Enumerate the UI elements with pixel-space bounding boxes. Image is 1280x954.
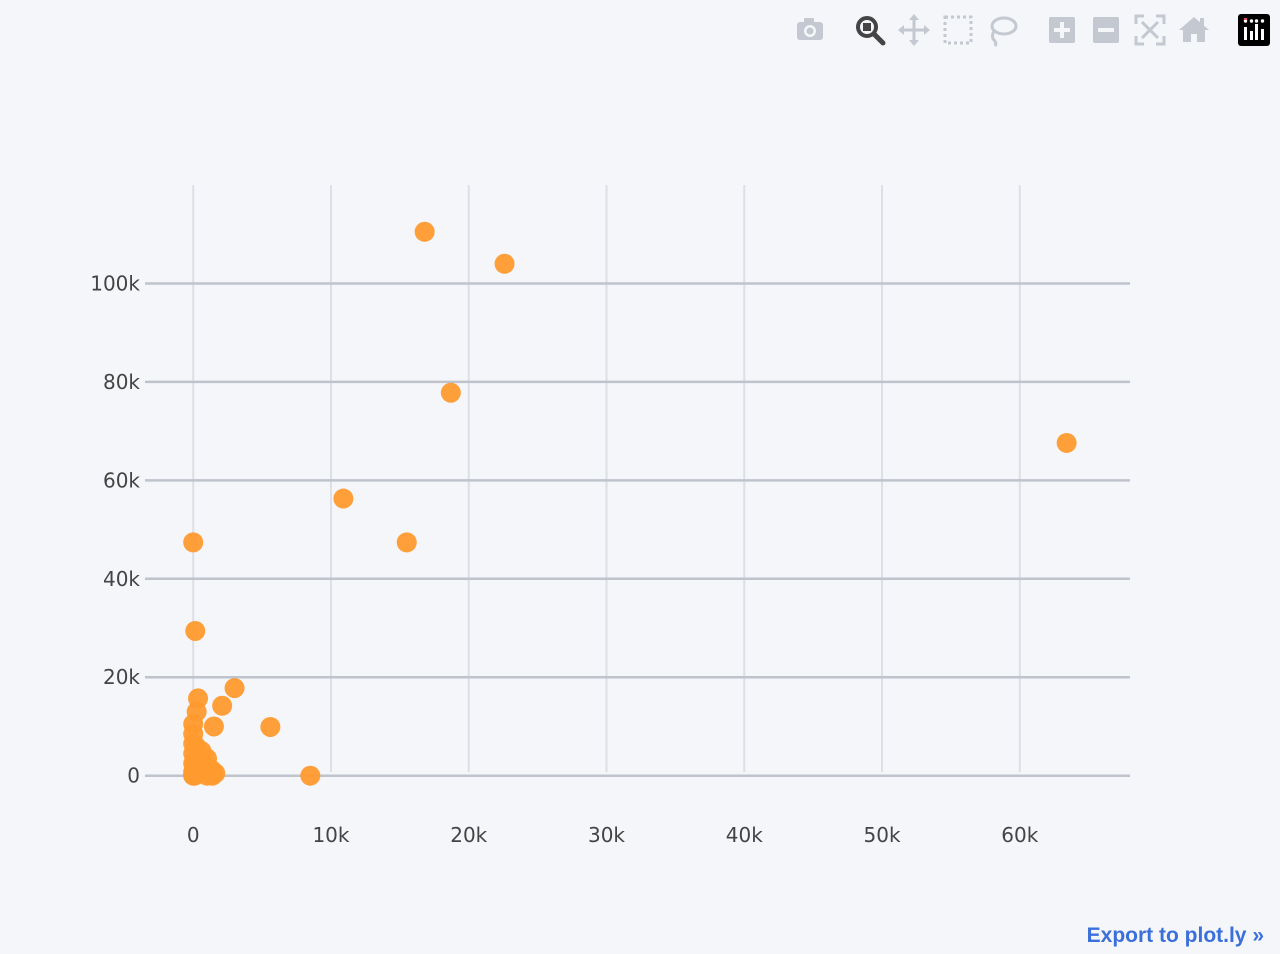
scatter-point[interactable] xyxy=(414,221,435,242)
x-tick-label: 40k xyxy=(726,823,763,847)
x-tick-label: 60k xyxy=(1001,823,1038,847)
scatter-point[interactable] xyxy=(333,488,354,509)
scatter-point[interactable] xyxy=(396,532,417,553)
box-select-icon[interactable] xyxy=(938,10,978,50)
zoom-out-icon[interactable] xyxy=(1086,10,1126,50)
grid-lines xyxy=(145,185,1130,777)
y-tick-label: 80k xyxy=(103,370,140,394)
scatter-point[interactable] xyxy=(183,532,204,553)
y-tick-label: 100k xyxy=(90,271,140,295)
x-tick-label: 30k xyxy=(588,823,625,847)
reset-axes-icon[interactable] xyxy=(1174,10,1214,50)
x-tick-label: 50k xyxy=(864,823,901,847)
camera-icon[interactable] xyxy=(790,10,830,50)
scatter-point[interactable] xyxy=(300,765,321,786)
scatter-point[interactable] xyxy=(212,695,233,716)
scatter-points[interactable] xyxy=(183,221,1077,786)
export-to-plotly-link[interactable]: Export to plot.ly » xyxy=(1086,924,1264,947)
scatter-point[interactable] xyxy=(224,678,245,699)
x-tick-label: 10k xyxy=(312,823,349,847)
x-tick-label: 0 xyxy=(187,823,200,847)
scatter-point[interactable] xyxy=(1056,432,1077,453)
plotly-logo-icon[interactable] xyxy=(1234,10,1274,50)
scatter-point[interactable] xyxy=(260,716,281,737)
scatter-point[interactable] xyxy=(494,253,515,274)
y-tick-label: 0 xyxy=(127,764,140,788)
autoscale-icon[interactable] xyxy=(1130,10,1170,50)
scatter-point[interactable] xyxy=(185,620,206,641)
zoom-icon[interactable] xyxy=(850,10,890,50)
axis-tick-labels: 0 10k 20k 30k 40k 50k 60k 0 20k 40k 60k 80k 100k xyxy=(90,271,1038,847)
scatter-point[interactable] xyxy=(183,765,204,786)
lasso-select-icon[interactable] xyxy=(982,10,1022,50)
x-tick-label: 20k xyxy=(450,823,487,847)
scatter-point[interactable] xyxy=(440,382,461,403)
zoom-in-icon[interactable] xyxy=(1042,10,1082,50)
y-tick-label: 20k xyxy=(103,665,140,689)
scatter-point[interactable] xyxy=(203,716,224,737)
y-tick-label: 60k xyxy=(103,468,140,492)
pan-icon[interactable] xyxy=(894,10,934,50)
y-tick-label: 40k xyxy=(103,567,140,591)
